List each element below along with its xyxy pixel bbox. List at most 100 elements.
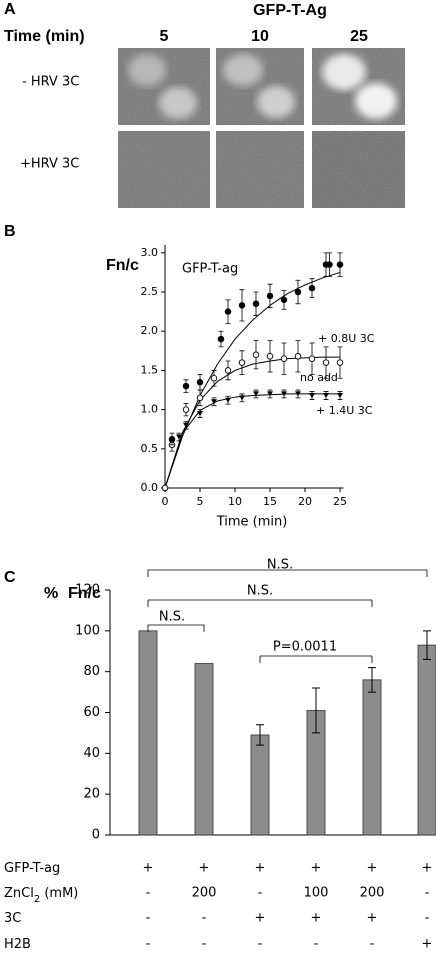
x-tick-label: 20 [298,495,312,508]
data-point [176,432,182,442]
data-point [336,346,344,379]
marker [280,355,288,362]
data-point [238,289,246,322]
y-tick-label: 120 [75,583,100,598]
condition-cell: + [143,861,154,876]
marker [266,353,274,360]
nucleus [159,87,197,119]
data-point [224,360,232,381]
column-label: 10 [251,28,269,45]
significance-bracket [147,569,428,577]
data-point [267,389,273,399]
condition-label: GFP-T-ag [4,861,60,876]
data-point [281,389,287,399]
condition-cell: + [422,861,433,876]
error-bar [368,667,376,693]
image-noise [118,131,210,208]
nucleus [355,83,397,119]
condition-label: H2B [4,937,31,952]
data-point [326,252,333,277]
significance-label: P=0.0011 [273,640,337,655]
y-tick-label: 60 [83,705,100,720]
x-tick-label: 15 [263,495,277,508]
condition-cell: - [258,937,263,952]
condition-cell: - [314,937,319,952]
marker [308,355,316,362]
condition-cell: - [202,911,207,926]
condition-label: 3C [4,911,21,926]
bar [362,679,382,836]
condition-cell: - [425,886,430,901]
y-tick-label: 2.0 [141,324,159,337]
condition-cell: - [146,911,151,926]
image-noise [312,131,405,208]
condition-cell: + [367,861,378,876]
label-part: H2B [4,937,31,952]
marker [196,378,204,386]
condition-cell: + [422,937,433,952]
marker [225,397,231,403]
data-point [252,340,260,370]
significance-bracket [147,624,205,632]
marker [210,375,218,382]
y-tick-label: 80 [83,664,100,679]
condition-cell: 100 [304,886,329,901]
condition-cell: - [202,937,207,952]
y-tick-label: 0 [92,828,100,843]
data-point [211,397,217,407]
label-part: GFP-T-ag [4,861,60,876]
marker [336,261,344,268]
error-bar [312,687,320,734]
data-point [252,291,260,316]
series-label: + 0.8U 3C [318,332,375,345]
column-label: 5 [160,28,169,45]
y-tick-label: 1.5 [141,363,159,376]
data-point [182,379,190,393]
data-point [294,279,302,305]
marker [266,292,274,300]
series-label: + 1.4U 3C [316,404,373,417]
condition-cell: - [146,937,151,952]
panel-letter: A [4,1,16,18]
marker [252,351,260,358]
marker [308,284,316,292]
marker [239,395,245,401]
marker [294,288,302,296]
condition-cell: + [311,861,322,876]
condition-cell: + [367,911,378,926]
marker [281,391,287,397]
marker [294,353,302,360]
significance-label: N.S. [267,558,293,573]
data-point [294,340,302,373]
significance-bracket [259,655,373,663]
data-point [308,278,316,298]
marker [176,434,182,440]
condition-label: ZnCl2 (mM) [4,886,78,905]
marker [336,359,344,366]
x-axis-label: Time (min) [216,515,288,530]
nucleus [322,54,366,90]
row-label: +HRV 3C [20,157,79,172]
condition-cell: - [370,937,375,952]
micrographs [118,48,405,208]
data-point [280,342,288,375]
significance-label: N.S. [159,610,185,625]
error-bar [423,630,431,660]
data-point [183,420,189,430]
y-axis-unit: % [44,585,58,602]
x-tick-label: 10 [228,495,242,508]
data-point [238,350,246,375]
x-tick-label: 5 [197,495,204,508]
marker [182,382,190,390]
marker [238,359,246,366]
y-axis-label: Fn/c [68,585,101,602]
significance-label: N.S. [247,584,273,599]
marker [183,422,189,428]
marker [211,399,217,405]
label-part: ZnCl [4,886,34,901]
panel-letter: B [4,223,16,240]
data-point [266,283,274,309]
significance-bracket [147,599,373,607]
condition-cell: - [146,886,151,901]
